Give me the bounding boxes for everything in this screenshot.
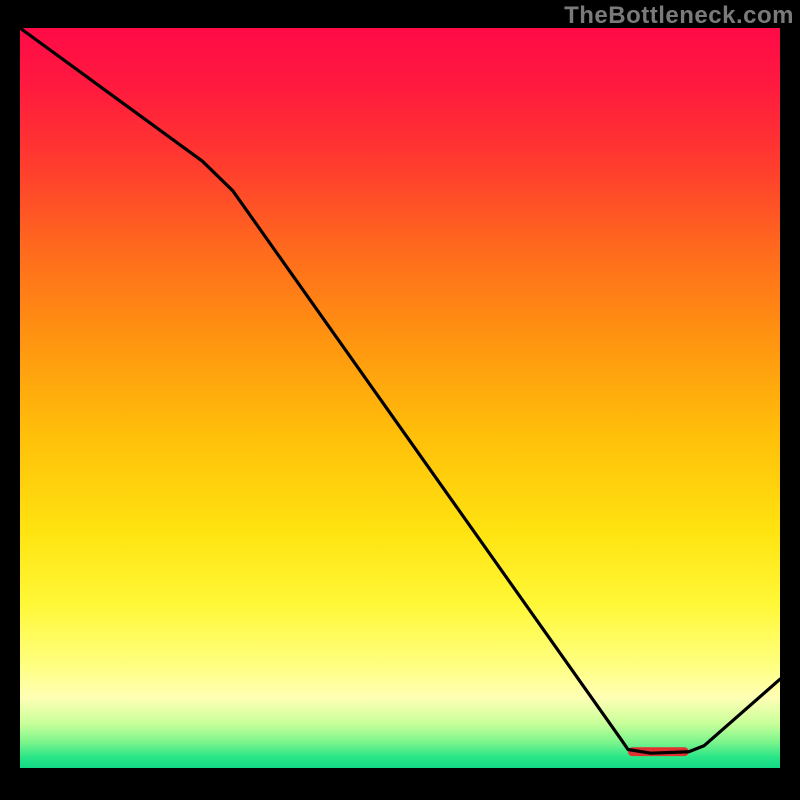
watermark-text: TheBottleneck.com	[564, 2, 794, 30]
chart-container	[0, 0, 800, 800]
figure-root: TheBottleneck.com	[0, 0, 800, 800]
bottleneck-chart	[0, 0, 800, 800]
